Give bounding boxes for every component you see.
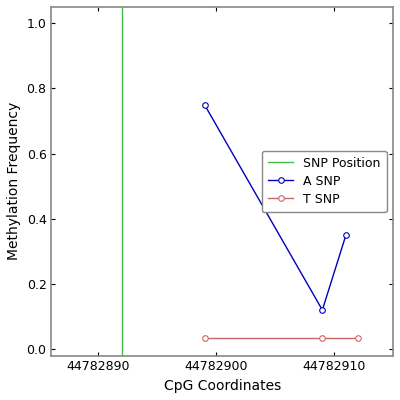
T SNP <box>320 335 325 340</box>
T SNP <box>355 335 360 340</box>
Y-axis label: Methylation Frequency: Methylation Frequency <box>7 102 21 260</box>
Legend: SNP Position, A SNP, T SNP: SNP Position, A SNP, T SNP <box>262 150 387 212</box>
A SNP <box>344 233 348 238</box>
A SNP <box>320 308 325 312</box>
A SNP <box>202 102 207 107</box>
X-axis label: CpG Coordinates: CpG Coordinates <box>164 379 281 393</box>
Line: A SNP: A SNP <box>202 102 349 313</box>
Line: T SNP: T SNP <box>202 335 360 340</box>
T SNP <box>202 335 207 340</box>
